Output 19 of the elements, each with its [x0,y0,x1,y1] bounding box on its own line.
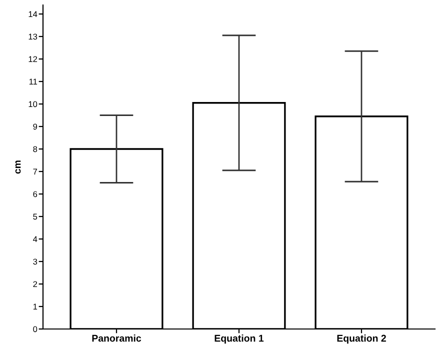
y-tick-label: 7 [33,168,38,175]
x-tick-label: Equation 1 [214,334,264,344]
y-tick-label: 4 [33,236,38,242]
y-axis-title: cm [15,160,21,174]
y-tick-label: 1 [33,304,38,310]
y-tick-label: 0 [33,326,38,332]
x-tick-label: Equation 2 [337,334,386,344]
y-tick-label: 3 [33,258,38,265]
x-tick-label: Panoramic [92,334,142,342]
y-tick-label: 2 [33,281,38,288]
y-tick-label: 12 [28,56,38,62]
y-tick-label: 5 [33,214,38,220]
y-tick-label: 8 [33,146,38,152]
y-tick-label: 9 [33,124,38,130]
y-tick-label: 14 [28,11,38,18]
y-tick-label: 6 [33,191,38,198]
y-tick-label: 13 [28,34,38,40]
y-tick-label: 10 [28,101,38,108]
y-tick-label: 11 [29,78,38,85]
